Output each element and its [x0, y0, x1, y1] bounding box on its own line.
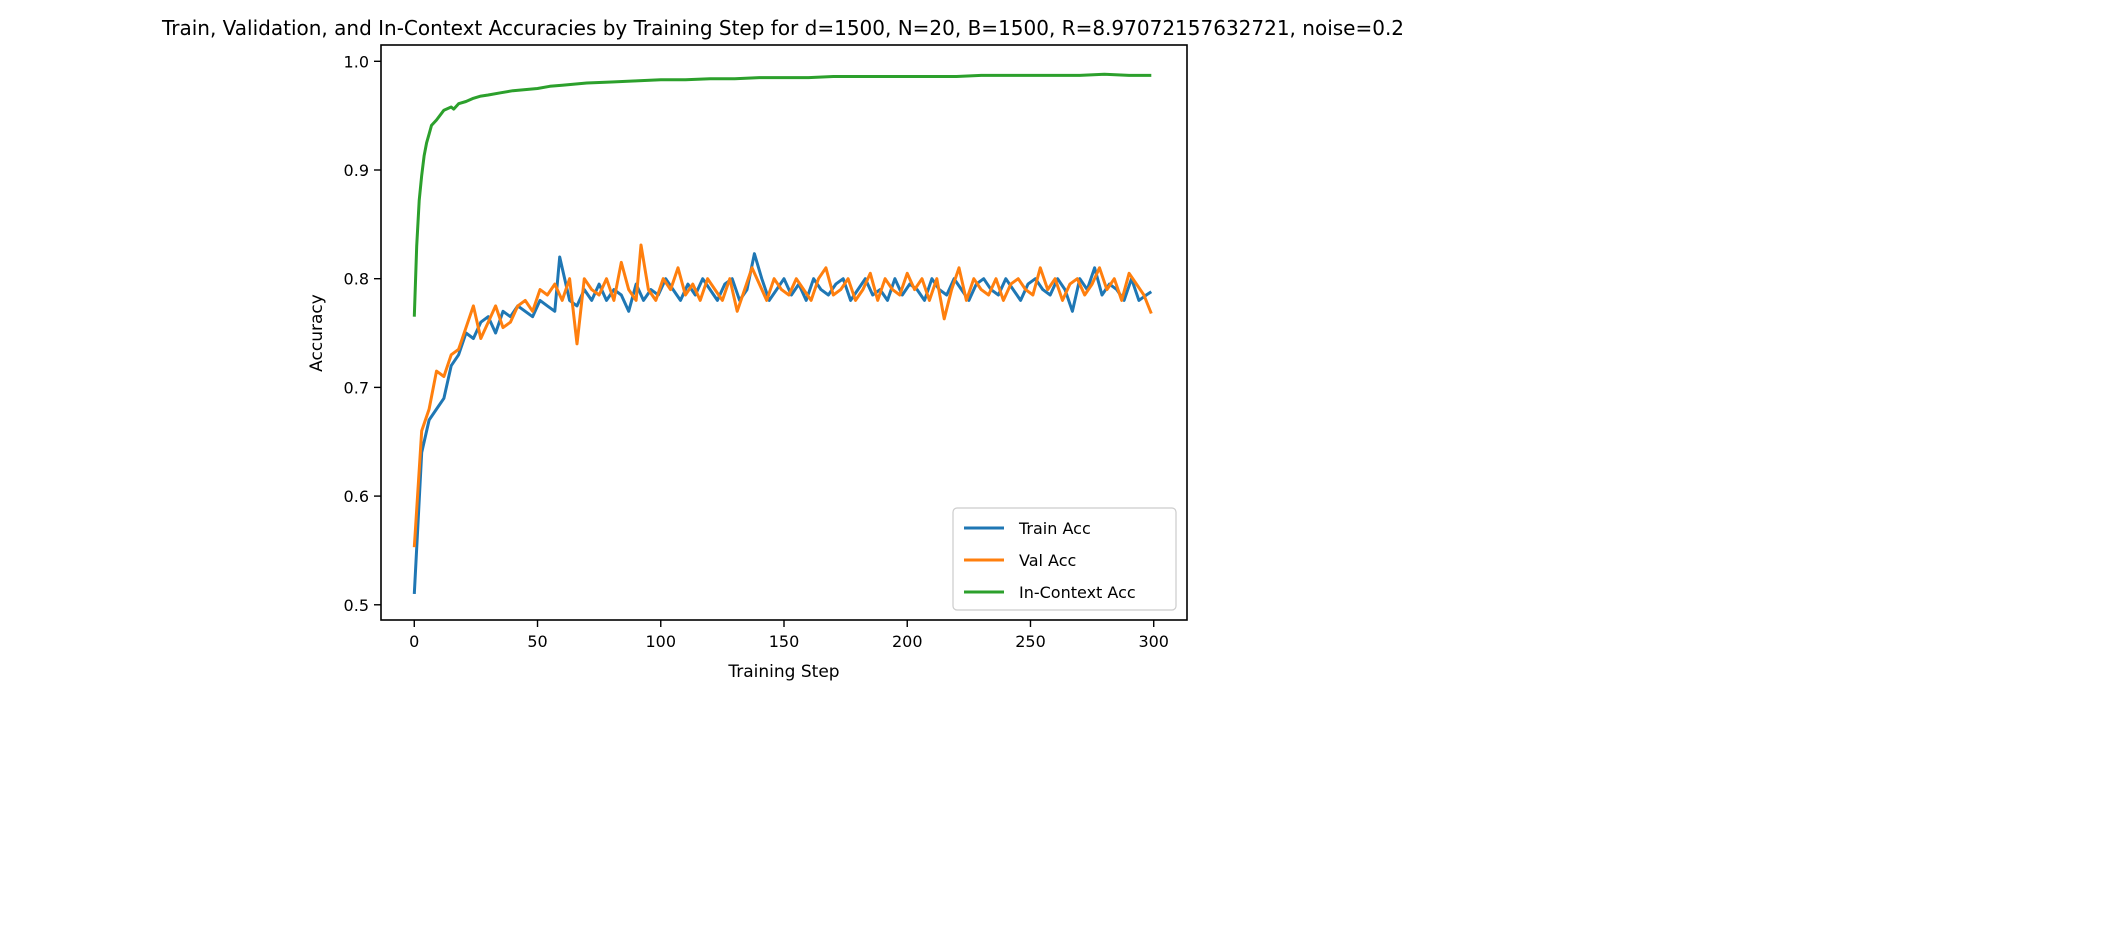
chart-title: Train, Validation, and In-Context Accura…	[161, 16, 1404, 40]
x-tick-label: 0	[409, 632, 419, 651]
x-axis-label: Training Step	[727, 662, 839, 682]
x-tick-label: 50	[527, 632, 547, 651]
x-axis: 0 50 100 150 200 250 300	[409, 620, 1169, 651]
series-line-1	[412, 243, 1153, 548]
x-tick-label: 150	[769, 632, 800, 651]
y-axis-label: Accuracy	[307, 294, 327, 372]
x-tick-label: 100	[645, 632, 676, 651]
x-tick-label: 200	[892, 632, 923, 651]
series-layer	[412, 72, 1153, 594]
legend-label: In-Context Acc	[1019, 583, 1136, 602]
y-axis: 0.5 0.6 0.7 0.8 0.9 1.0	[344, 52, 381, 615]
legend: Train Acc Val Acc In-Context Acc	[952, 507, 1177, 611]
y-tick-label: 0.6	[344, 487, 369, 506]
series-line-2	[412, 72, 1152, 317]
y-tick-label: 0.7	[344, 378, 369, 397]
legend-label: Val Acc	[1019, 551, 1076, 570]
legend-label: Train Acc	[1018, 519, 1091, 538]
series-line-0	[412, 252, 1153, 594]
y-tick-label: 0.9	[344, 161, 369, 180]
x-tick-label: 250	[1015, 632, 1046, 651]
legend-box	[952, 507, 1177, 611]
x-tick-label: 300	[1138, 632, 1169, 651]
y-tick-label: 0.5	[344, 596, 369, 615]
y-tick-label: 1.0	[344, 52, 369, 71]
y-tick-label: 0.8	[344, 270, 369, 289]
